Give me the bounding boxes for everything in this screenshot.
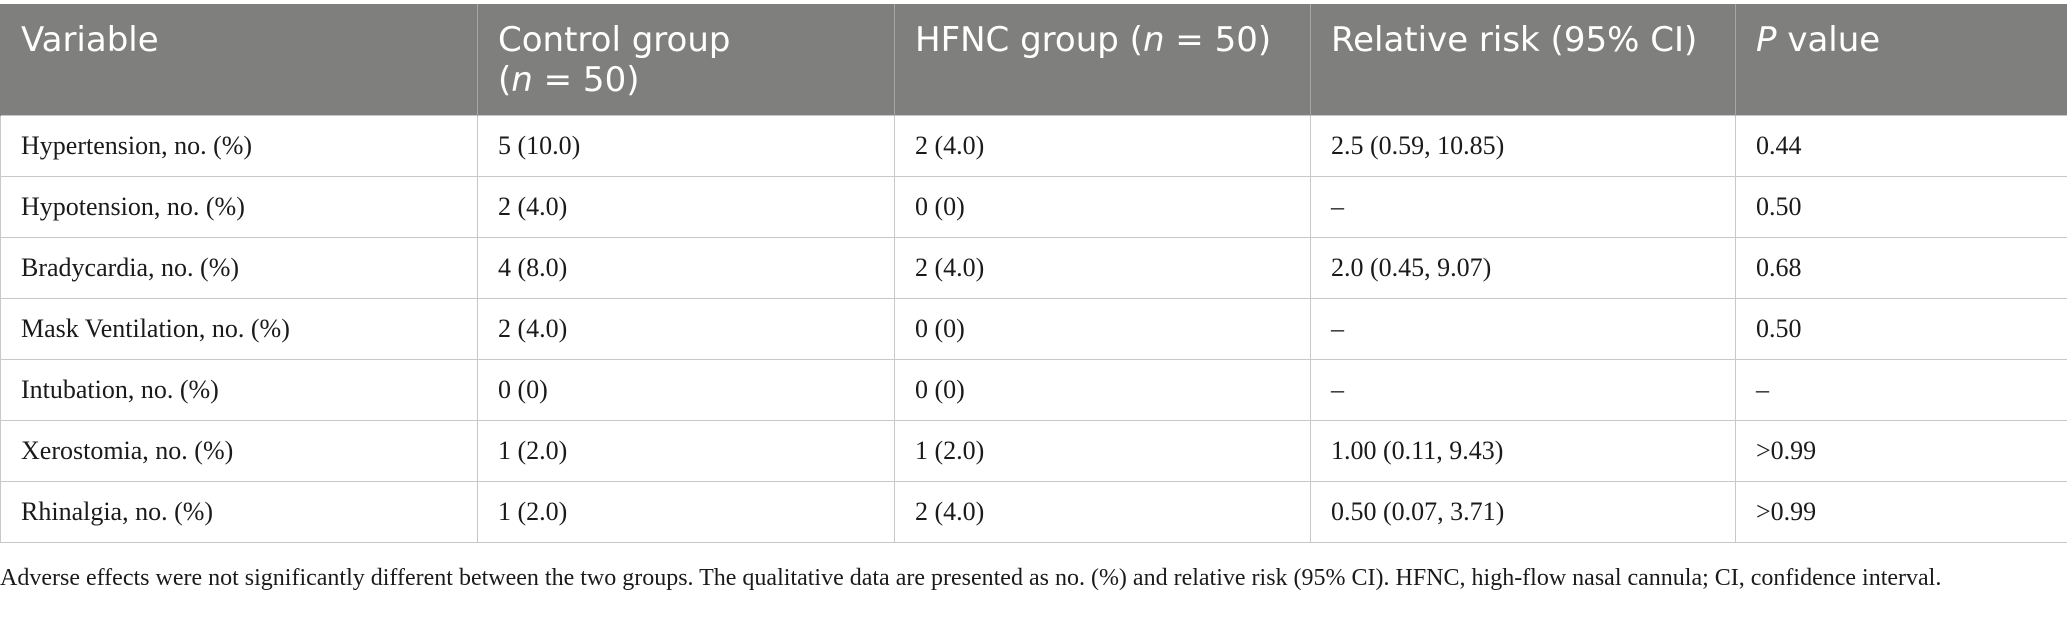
header-hfnc-n-value: = 50) — [1164, 20, 1272, 60]
cell-control: 2 (4.0) — [477, 297, 895, 360]
header-p-suffix: value — [1776, 20, 1881, 60]
cell-variable: Hypertension, no. (%) — [0, 114, 478, 177]
cell-relative-risk: – — [1310, 297, 1736, 360]
cell-variable: Mask Ventilation, no. (%) — [0, 297, 478, 360]
cell-relative-risk: – — [1310, 175, 1736, 238]
table-row: Xerostomia, no. (%) 1 (2.0) 1 (2.0) 1.00… — [0, 419, 2067, 482]
header-hfnc-group: HFNC group (n = 50) — [894, 4, 1311, 115]
cell-p-value: 0.50 — [1735, 297, 2067, 360]
cell-p-value: 0.50 — [1735, 175, 2067, 238]
cell-relative-risk: 2.0 (0.45, 9.07) — [1310, 236, 1736, 299]
cell-relative-risk: – — [1310, 358, 1736, 421]
header-variable-label: Variable — [21, 20, 159, 60]
cell-control: 1 (2.0) — [477, 419, 895, 482]
header-control-label: Control group — [498, 20, 731, 60]
header-hfnc-label: HFNC group ( — [915, 20, 1143, 60]
cell-hfnc: 2 (4.0) — [894, 480, 1311, 543]
cell-hfnc: 0 (0) — [894, 297, 1311, 360]
cell-control: 2 (4.0) — [477, 175, 895, 238]
header-relative-risk-label: Relative risk (95% CI) — [1331, 20, 1698, 60]
cell-control: 5 (10.0) — [477, 114, 895, 177]
table-footnote: Adverse effects were not significantly d… — [0, 565, 1942, 591]
cell-hfnc: 1 (2.0) — [894, 419, 1311, 482]
table-row: Mask Ventilation, no. (%) 2 (4.0) 0 (0) … — [0, 297, 2067, 360]
cell-variable: Rhinalgia, no. (%) — [0, 480, 478, 543]
cell-control: 4 (8.0) — [477, 236, 895, 299]
cell-variable: Xerostomia, no. (%) — [0, 419, 478, 482]
table-row: Bradycardia, no. (%) 4 (8.0) 2 (4.0) 2.0… — [0, 236, 2067, 299]
table-row: Hypotension, no. (%) 2 (4.0) 0 (0) – 0.5… — [0, 175, 2067, 238]
table-row: Intubation, no. (%) 0 (0) 0 (0) – – — [0, 358, 2067, 421]
header-control-group: Control group (n = 50) — [477, 4, 895, 115]
cell-p-value: – — [1735, 358, 2067, 421]
cell-control: 1 (2.0) — [477, 480, 895, 543]
header-control-n-value: = 50) — [532, 60, 640, 100]
header-variable: Variable — [0, 4, 478, 115]
header-row: Variable Control group (n = 50) HFNC grou… — [0, 4, 2067, 115]
cell-relative-risk: 0.50 (0.07, 3.71) — [1310, 480, 1736, 543]
header-p-value: P value — [1735, 4, 2067, 115]
cell-p-value: 0.44 — [1735, 114, 2067, 177]
cell-hfnc: 2 (4.0) — [894, 114, 1311, 177]
table-row: Hypertension, no. (%) 5 (10.0) 2 (4.0) 2… — [0, 114, 2067, 177]
header-relative-risk: Relative risk (95% CI) — [1310, 4, 1736, 115]
cell-p-value: 0.68 — [1735, 236, 2067, 299]
adverse-effects-table: Variable Control group (n = 50) HFNC grou… — [0, 4, 2067, 543]
header-hfnc-n-var: n — [1142, 20, 1165, 60]
header-p-var: P — [1756, 20, 1777, 60]
cell-variable: Intubation, no. (%) — [0, 358, 478, 421]
cell-hfnc: 0 (0) — [894, 175, 1311, 238]
cell-relative-risk: 1.00 (0.11, 9.43) — [1310, 419, 1736, 482]
cell-hfnc: 2 (4.0) — [894, 236, 1311, 299]
cell-variable: Bradycardia, no. (%) — [0, 236, 478, 299]
cell-p-value: >0.99 — [1735, 419, 2067, 482]
table-header: Variable Control group (n = 50) HFNC grou… — [0, 4, 2067, 115]
cell-hfnc: 0 (0) — [894, 358, 1311, 421]
cell-relative-risk: 2.5 (0.59, 10.85) — [1310, 114, 1736, 177]
table-body: Hypertension, no. (%) 5 (10.0) 2 (4.0) 2… — [0, 114, 2067, 543]
header-control-n-var: n — [511, 60, 533, 100]
cell-p-value: >0.99 — [1735, 480, 2067, 543]
cell-control: 0 (0) — [477, 358, 895, 421]
table-row: Rhinalgia, no. (%) 1 (2.0) 2 (4.0) 0.50 … — [0, 480, 2067, 543]
cell-variable: Hypotension, no. (%) — [0, 175, 478, 238]
